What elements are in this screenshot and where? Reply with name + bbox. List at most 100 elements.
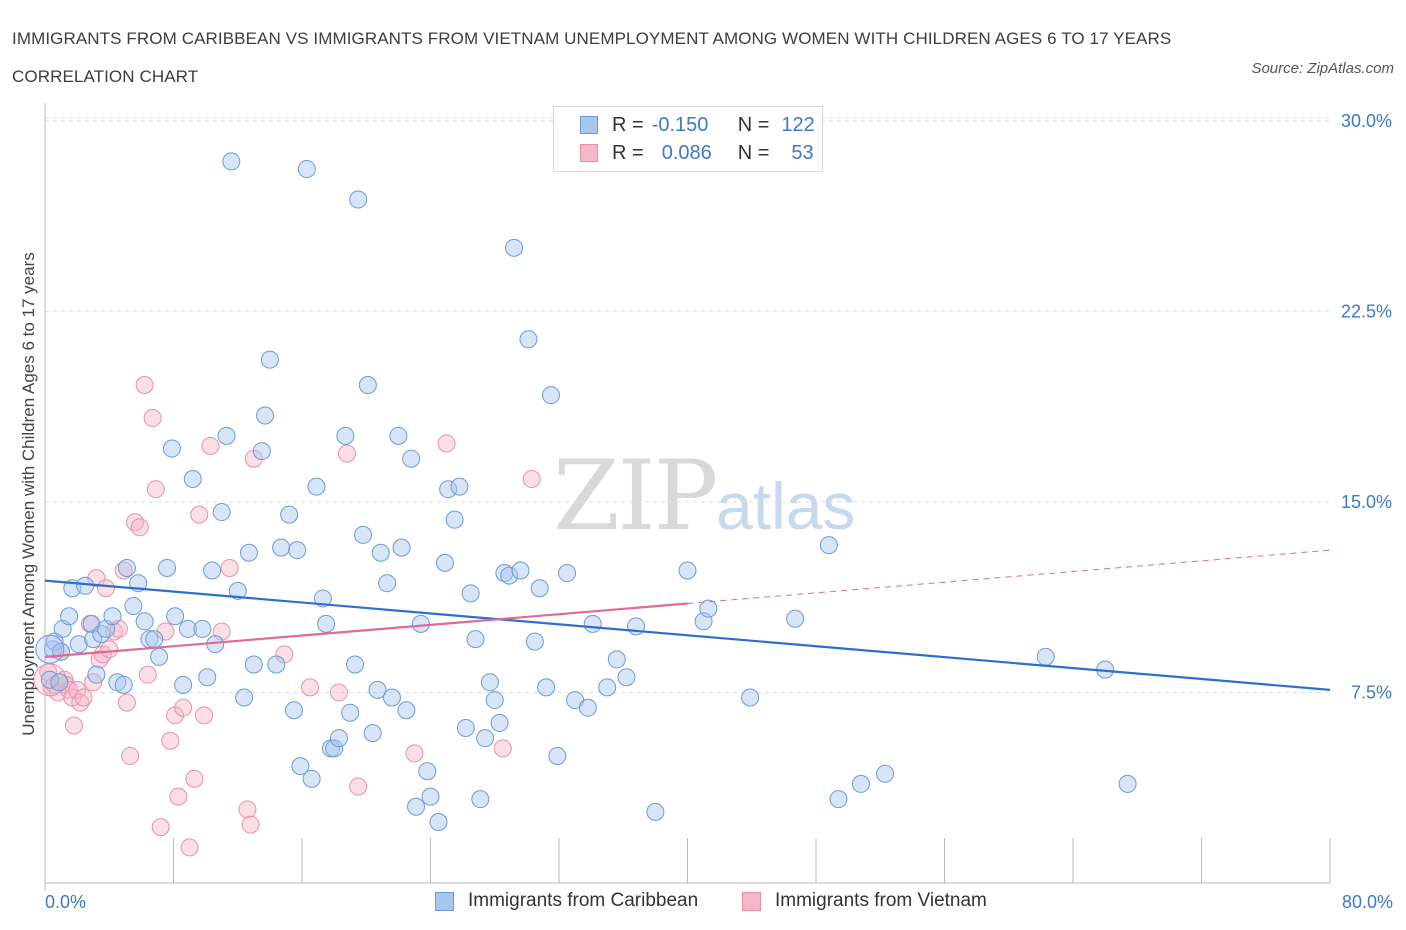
vietnam-point (90, 650, 109, 669)
trend-lines (44, 549, 1331, 692)
caribbean-point (87, 665, 106, 684)
legend-item-vietnam[interactable]: Immigrants from Vietnam (742, 890, 987, 912)
caribbean-point (511, 561, 530, 580)
legend-label-caribbean: Immigrants from Caribbean (468, 890, 699, 911)
r-label: R = (612, 113, 644, 136)
caribbean-point (646, 802, 665, 821)
caribbean-point (583, 614, 602, 633)
vietnam-point (74, 688, 93, 707)
caribbean-point (272, 538, 291, 557)
axes (44, 103, 1331, 891)
caribbean-point (228, 581, 247, 600)
caribbean-point (537, 678, 556, 697)
caribbean-point (519, 330, 538, 349)
caribbean-trend-line (44, 579, 1331, 692)
caribbean-point (466, 630, 485, 649)
caribbean-point (288, 541, 307, 560)
vietnam-point (329, 683, 348, 702)
caribbean-point (439, 480, 458, 499)
vietnam-point (97, 579, 116, 598)
x-tick-label: 0.0% (45, 892, 86, 912)
vietnam-point (161, 731, 180, 750)
source-label: Source: ZipAtlas.com (1251, 60, 1394, 77)
series-vietnam-points (33, 376, 541, 857)
caribbean-point (313, 589, 332, 608)
caribbean-point (741, 688, 760, 707)
vietnam-point (146, 480, 165, 499)
caribbean-point (244, 655, 263, 674)
caribbean-point (325, 739, 344, 758)
caribbean-point (363, 724, 382, 743)
watermark-zip: ZIP (553, 440, 718, 552)
caribbean-point (500, 566, 519, 585)
caribbean-point (558, 564, 577, 583)
vietnam-point (100, 640, 119, 659)
vietnam-point (169, 787, 188, 806)
caribbean-point (45, 632, 64, 651)
caribbean-point (829, 790, 848, 809)
vietnam-point (349, 777, 368, 796)
caribbean-point (450, 477, 469, 496)
caribbean-point (392, 538, 411, 557)
caribbean-point (358, 376, 377, 395)
caribbean-point (1036, 647, 1055, 666)
caribbean-point (103, 607, 122, 626)
caribbean-point (607, 650, 626, 669)
caribbean-point (402, 449, 421, 468)
caribbean-point (150, 647, 169, 666)
caribbean-point (297, 160, 316, 179)
caribbean-point (548, 746, 567, 765)
caribbean-point (490, 713, 509, 732)
caribbean-point (50, 673, 69, 692)
vietnam-point (522, 470, 541, 489)
caribbean-point (371, 543, 390, 562)
y-tick-label: 15.0% (1341, 492, 1392, 512)
legend-item-caribbean[interactable]: Immigrants from Caribbean (435, 890, 698, 912)
caribbean-point (480, 673, 499, 692)
caribbean-point (505, 238, 524, 257)
vietnam-point (174, 698, 193, 717)
vietnam-swatch (580, 144, 598, 162)
legend-label-vietnam: Immigrants from Vietnam (775, 890, 987, 911)
caribbean-point (368, 680, 387, 699)
caribbean-point (267, 655, 286, 674)
caribbean-point (578, 698, 597, 717)
caribbean-point (92, 625, 111, 644)
vietnam-point (71, 693, 90, 712)
caribbean-swatch (580, 116, 598, 134)
caribbean-point (252, 442, 271, 461)
y-tick-label: 30.0% (1341, 111, 1392, 131)
caribbean-point (429, 813, 448, 832)
caribbean-point (349, 190, 368, 209)
vietnam-point (125, 513, 144, 532)
vietnam-point (64, 716, 83, 735)
caribbean-point (445, 510, 464, 529)
caribbean-point (166, 607, 185, 626)
caribbean-point (291, 757, 310, 776)
n-value: 122 (781, 113, 815, 136)
caribbean-point (346, 655, 365, 674)
vietnam-point (135, 376, 154, 395)
vietnam-point (301, 678, 320, 697)
caribbean-point (198, 668, 217, 687)
caribbean-point (183, 470, 202, 489)
vietnam-point (337, 444, 356, 463)
caribbean-point (60, 607, 79, 626)
vietnam-point (493, 739, 512, 758)
stats-legend: R = -0.150 N = 122 R = 0.086 N = 53 (553, 106, 823, 172)
r-value: -0.150 (651, 113, 709, 136)
caribbean-point (397, 701, 416, 720)
caribbean-point (382, 688, 401, 707)
legend-row-caribbean: R = -0.150 N = 122 (580, 111, 815, 139)
caribbean-point (456, 719, 475, 738)
vietnam-trend-line (44, 602, 688, 658)
vietnam-point (437, 434, 456, 453)
caribbean-point (117, 558, 136, 577)
caribbean-point (389, 426, 408, 445)
caribbean-point (525, 632, 544, 651)
caribbean-point (411, 614, 430, 633)
vietnam-point (241, 815, 260, 834)
caribbean-point (495, 564, 514, 583)
caribbean-point (786, 609, 805, 628)
caribbean-point (284, 701, 303, 720)
